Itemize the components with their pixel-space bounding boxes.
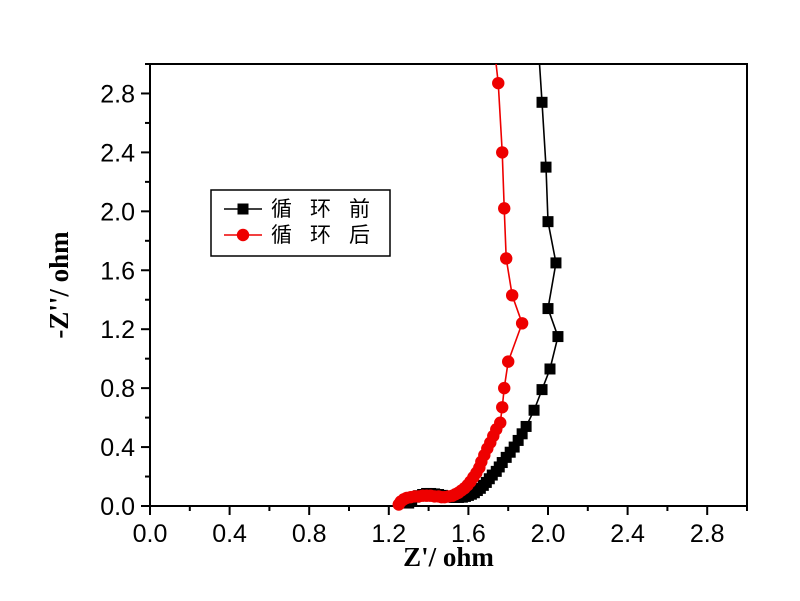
data-point-circle (496, 401, 509, 414)
data-point-square (550, 257, 562, 269)
x-tick-label: 0.4 (212, 520, 247, 548)
data-point-square (542, 303, 554, 315)
data-point-circle (502, 355, 515, 368)
data-point-square (544, 363, 556, 375)
x-tick-label: 0.8 (292, 520, 327, 548)
data-point-circle (505, 289, 519, 302)
data-point-square (528, 404, 540, 416)
data-point-square (542, 216, 554, 228)
data-point-circle (492, 76, 505, 90)
y-tick-label: 2.4 (100, 139, 135, 167)
y-tick-label: 1.6 (100, 257, 135, 285)
x-tick-label: 2.4 (610, 520, 645, 548)
y-axis-title: -Z''/ ohm (44, 231, 74, 339)
y-tick-label: 0.0 (100, 493, 135, 521)
data-point-circle (515, 317, 529, 330)
data-point-square (516, 428, 528, 440)
x-tick-label: 2.0 (531, 520, 566, 548)
y-tick-label: 0.4 (100, 434, 135, 462)
data-point-square (508, 441, 520, 453)
series-after-cycling (392, 64, 529, 511)
y-tick-label: 2.0 (100, 198, 135, 226)
legend-label: 循环后 (271, 223, 388, 247)
data-point-square (520, 420, 532, 432)
x-tick-label: 1.6 (451, 520, 486, 548)
data-point-square (536, 384, 548, 396)
data-point-circle (494, 416, 507, 429)
data-point-square (552, 331, 564, 343)
x-tick-label: 2.8 (690, 520, 725, 548)
data-point-circle (498, 381, 511, 395)
y-tick-label: 1.2 (100, 316, 135, 344)
x-tick-label: 0.0 (133, 520, 168, 548)
y-tick-label: 2.8 (100, 80, 135, 108)
x-axis-title: Z'/ ohm (403, 542, 494, 572)
y-axis: 0.0 0.4 0.8 1.2 1.6 2.0 2.4 2.8 (100, 63, 150, 521)
plot-frame (149, 63, 748, 507)
data-point-square (540, 161, 552, 173)
data-point-square (512, 434, 524, 446)
data-point-circle (498, 202, 511, 215)
legend-circle-marker-icon (236, 228, 250, 242)
data-point-square (536, 96, 548, 108)
y-tick-label: 0.8 (100, 375, 135, 403)
legend-box (210, 189, 391, 257)
data-point-circle (496, 146, 509, 159)
legend-square-marker-icon (237, 203, 249, 215)
legend-label: 循环前 (271, 197, 388, 221)
data-point-circle (500, 252, 513, 265)
x-axis: 0.0 0.4 0.8 1.2 1.6 2.0 2.4 2.8 (133, 506, 748, 548)
x-tick-label: 1.2 (371, 520, 406, 548)
